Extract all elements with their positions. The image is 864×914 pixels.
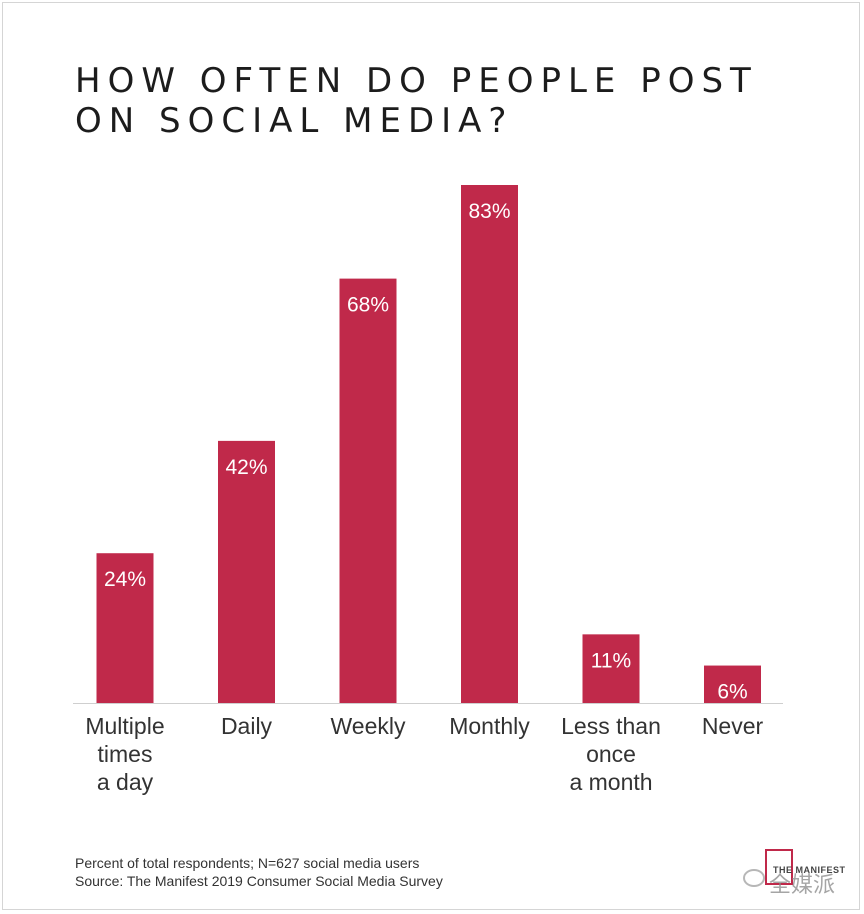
bar-value-label-0: 24% [104, 568, 146, 591]
footnote: Percent of total respondents; N=627 soci… [75, 854, 443, 890]
bar-value-label-1: 42% [225, 456, 267, 479]
bar-4 [582, 634, 640, 703]
manifest-logo-text: THE MANIFEST [773, 865, 846, 875]
bar-1 [218, 440, 275, 703]
bar-3 [461, 185, 518, 703]
chart-title: HOW OFTEN DO PEOPLE POST ON SOCIAL MEDIA… [75, 61, 758, 141]
bar-value-label-5: 6% [717, 681, 747, 704]
bar-value-label-2: 68% [347, 294, 389, 317]
bar-chart: 24% Multiple times a day 42% Daily 68% Weekly 83… [73, 185, 783, 795]
bar-value-label-4: 11% [591, 649, 631, 672]
category-label-3: Monthly [449, 713, 530, 739]
wechat-watermark-icon [743, 869, 765, 887]
bar-2 [339, 278, 397, 703]
bar-0 [96, 553, 154, 703]
category-label-4: Less than once a month [561, 713, 661, 795]
category-label-5: Never [702, 713, 764, 739]
bar-value-label-3: 83% [468, 200, 510, 223]
category-label-1: Daily [221, 713, 273, 739]
bar-5 [704, 665, 761, 703]
watermark-text: 全媒派 [769, 872, 836, 897]
branding: THE MANIFEST 全媒派 [743, 849, 863, 899]
category-label-0: Multiple times a day [85, 713, 164, 795]
category-label-2: Weekly [331, 713, 406, 739]
footnote-source: Source: The Manifest 2019 Consumer Socia… [75, 873, 443, 889]
manifest-logo-icon [765, 849, 793, 885]
footnote-respondents: Percent of total respondents; N=627 soci… [75, 855, 420, 871]
